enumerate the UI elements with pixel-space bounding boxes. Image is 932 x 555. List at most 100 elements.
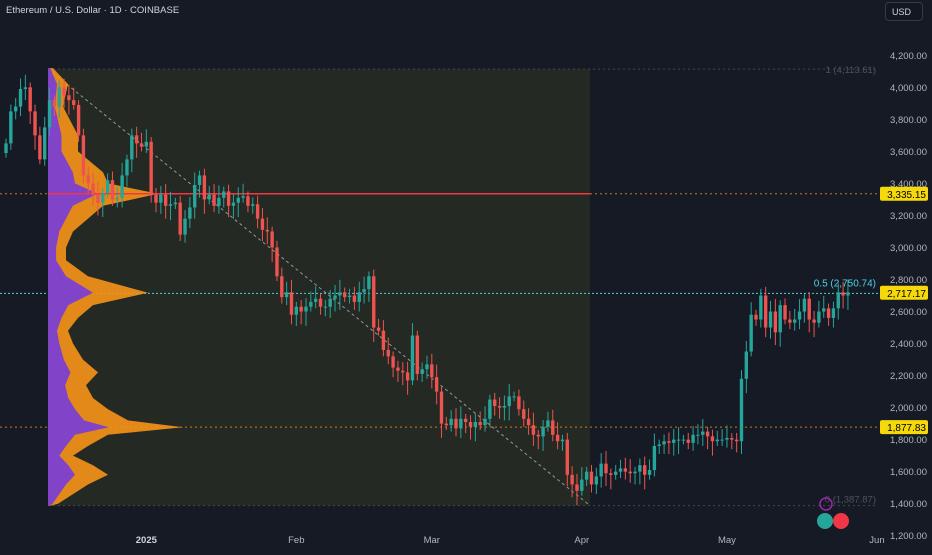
- candle-body: [454, 418, 458, 429]
- y-tick-label: 2,000.00: [890, 403, 927, 414]
- price-label-box: [880, 420, 928, 435]
- candle-body: [28, 87, 32, 112]
- price-label-text: 3,335.15: [887, 190, 926, 201]
- candle-body: [33, 111, 37, 136]
- candle-body: [405, 372, 410, 381]
- candle-body: [280, 276, 284, 298]
- price-label-box: [880, 186, 928, 201]
- event-icon-red: [833, 513, 849, 529]
- candle-body: [613, 471, 618, 475]
- candle-body: [284, 292, 289, 298]
- candle-body: [647, 470, 652, 475]
- candle-body: [575, 484, 579, 491]
- candle-body: [43, 127, 47, 160]
- candle-body: [222, 191, 226, 198]
- candle-body: [154, 194, 158, 203]
- candle-body: [449, 418, 453, 426]
- candle-body: [638, 465, 642, 472]
- candle-body: [81, 135, 86, 176]
- candle-body: [841, 292, 845, 296]
- candle-body: [793, 319, 797, 323]
- candle-body: [778, 305, 782, 333]
- volume-profile-down: [48, 68, 109, 506]
- y-tick-label: 1,400.00: [890, 499, 927, 510]
- candle-body: [236, 197, 240, 203]
- currency-button[interactable]: USD: [885, 2, 923, 21]
- candle-body: [401, 370, 405, 373]
- candle-body: [386, 349, 390, 357]
- candle-body: [430, 364, 434, 378]
- candle-body: [202, 175, 207, 200]
- candle-body: [357, 292, 361, 302]
- candle-body: [488, 399, 492, 419]
- candle-body: [367, 276, 371, 290]
- candle-body: [628, 471, 632, 474]
- candle-body: [594, 476, 599, 485]
- price-axis: 4,200.00 4,000.00 3,800.00 3,600.00 3,400.00…: [880, 51, 928, 542]
- x-tick-label: May: [718, 535, 736, 546]
- candle-body: [439, 391, 444, 424]
- candle-body: [676, 439, 681, 441]
- candle-body: [749, 314, 753, 352]
- candle-body: [473, 422, 478, 427]
- candle-body: [725, 438, 729, 440]
- candle-body: [701, 431, 705, 435]
- candle-body: [62, 87, 66, 96]
- candle-body: [551, 420, 555, 435]
- candle-body: [372, 276, 376, 328]
- candle-body: [178, 202, 182, 235]
- candle-body: [173, 202, 178, 205]
- candle-body: [231, 202, 236, 206]
- y-tick-label: 3,800.00: [890, 115, 927, 126]
- candle-body: [67, 95, 71, 101]
- fib-label-1: 1 (4,113.61): [825, 65, 876, 76]
- candle-body: [246, 196, 250, 206]
- candle-body: [773, 311, 778, 333]
- candle-body: [739, 378, 744, 442]
- candle-body: [183, 218, 187, 235]
- fib-label-0: 0 (1,387.87): [825, 495, 876, 506]
- candle-body: [512, 396, 516, 398]
- candle-body: [193, 185, 197, 208]
- event-icon-purple: [819, 497, 833, 511]
- candle-body: [130, 135, 134, 160]
- candle-body: [391, 356, 395, 368]
- y-tick-label: 4,200.00: [890, 51, 927, 62]
- candle-body: [125, 159, 129, 176]
- candle-body: [260, 218, 265, 230]
- candle-body: [846, 292, 850, 296]
- candle-body: [652, 446, 657, 471]
- candle-body: [149, 141, 153, 195]
- candle-body: [797, 311, 802, 320]
- candle-body: [241, 196, 245, 198]
- candle-body: [763, 295, 768, 328]
- x-tick-label: 2025: [136, 535, 158, 546]
- candle-body: [415, 335, 419, 374]
- candle-body: [144, 141, 149, 147]
- candle-body: [623, 468, 628, 472]
- candle-body: [618, 468, 623, 472]
- time-axis: 2025 Feb Mar Apr May Jun: [136, 535, 885, 546]
- candle-body: [817, 311, 821, 323]
- candle-body: [313, 298, 318, 302]
- candle-body: [299, 306, 303, 312]
- candle-body: [275, 247, 279, 277]
- price-label-text: 1,877.83: [887, 423, 926, 434]
- candle-body: [294, 306, 299, 315]
- candle-body: [207, 194, 211, 200]
- candle-body: [604, 463, 608, 474]
- candle-body: [13, 106, 18, 112]
- candle-body: [478, 422, 482, 426]
- candle-body: [18, 88, 23, 107]
- candle-body: [115, 197, 119, 200]
- candle-body: [759, 295, 763, 320]
- candle-body: [826, 308, 831, 318]
- candle-body: [444, 423, 449, 426]
- candle-body: [555, 434, 560, 442]
- candle-body: [672, 439, 676, 443]
- y-tick-label: 3,200.00: [890, 211, 927, 222]
- y-tick-label: 2,600.00: [890, 307, 927, 318]
- candle-body: [217, 197, 221, 206]
